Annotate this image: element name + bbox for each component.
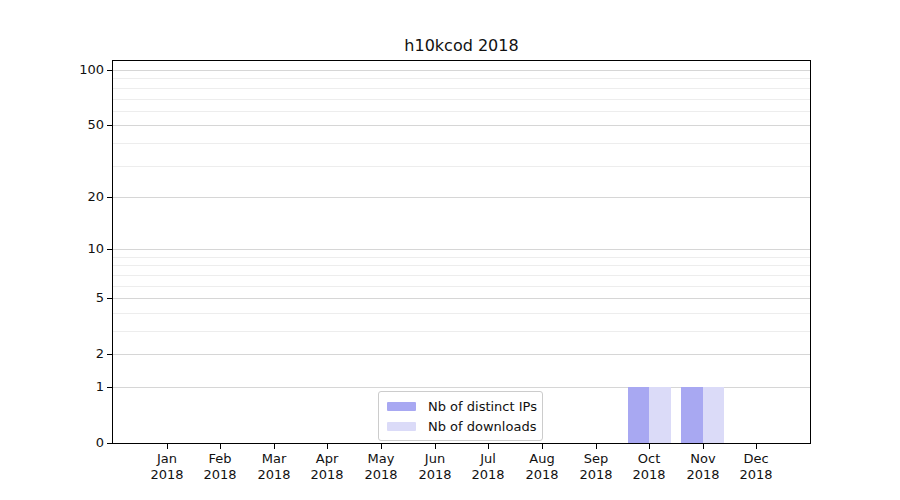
y-gridline-minor-4 [113, 313, 810, 314]
y-tick-label-10: 10 [59, 241, 104, 257]
x-tick-mark-apr [327, 444, 328, 449]
y-gridline-minor-3 [113, 331, 810, 332]
y-tick-mark-0 [107, 443, 112, 444]
x-tick-label-apr: Apr 2018 [299, 451, 355, 483]
x-tick-label-jul: Jul 2018 [460, 451, 516, 483]
y-tick-mark-10 [107, 249, 112, 250]
x-tick-label-mar: Mar 2018 [246, 451, 302, 483]
x-tick-mark-dec [756, 444, 757, 449]
chart-title: h10kcod 2018 [112, 36, 811, 55]
x-tick-mark-sep [596, 444, 597, 449]
legend-label-nb-of-distinct-ips: Nb of distinct IPs [428, 399, 537, 414]
y-tick-mark-2 [107, 354, 112, 355]
y-tick-label-1: 1 [59, 379, 104, 395]
x-tick-mark-nov [703, 444, 704, 449]
y-tick-mark-20 [107, 197, 112, 198]
y-gridline-minor-30 [113, 166, 810, 167]
y-gridline-minor-90 [113, 78, 810, 79]
legend-item-nb-of-distinct-ips: Nb of distinct IPs [387, 396, 534, 416]
y-tick-label-5: 5 [59, 290, 104, 306]
y-gridline-minor-70 [113, 99, 810, 100]
x-tick-mark-feb [220, 444, 221, 449]
bar-nb-of-distinct-ips-nov [681, 387, 703, 443]
legend: Nb of distinct IPs Nb of downloads [378, 391, 543, 441]
x-tick-label-aug: Aug 2018 [514, 451, 570, 483]
bar-nb-of-downloads-oct [649, 387, 671, 443]
y-gridline-5 [113, 298, 810, 299]
y-gridline-minor-7 [113, 275, 810, 276]
y-tick-label-50: 50 [59, 117, 104, 133]
y-tick-label-100: 100 [59, 62, 104, 78]
y-tick-label-20: 20 [59, 189, 104, 205]
y-tick-mark-5 [107, 298, 112, 299]
y-gridline-minor-9 [113, 257, 810, 258]
y-gridline-minor-40 [113, 143, 810, 144]
plot-area [112, 60, 811, 444]
x-tick-mark-may [381, 444, 382, 449]
x-tick-label-feb: Feb 2018 [192, 451, 248, 483]
bar-nb-of-downloads-nov [703, 387, 725, 443]
legend-label-nb-of-downloads: Nb of downloads [428, 419, 536, 434]
y-gridline-minor-6 [113, 286, 810, 287]
x-tick-mark-aug [542, 444, 543, 449]
y-tick-label-2: 2 [59, 346, 104, 362]
x-tick-label-sep: Sep 2018 [568, 451, 624, 483]
y-tick-mark-1 [107, 387, 112, 388]
y-gridline-minor-8 [113, 265, 810, 266]
x-tick-mark-jan [167, 444, 168, 449]
x-tick-label-nov: Nov 2018 [675, 451, 731, 483]
x-tick-label-may: May 2018 [353, 451, 409, 483]
x-tick-label-dec: Dec 2018 [728, 451, 784, 483]
y-gridline-50 [113, 125, 810, 126]
x-tick-mark-jun [435, 444, 436, 449]
x-tick-label-oct: Oct 2018 [621, 451, 677, 483]
chart-figure: h10kcod 2018 Nb of distinct IPs Nb of dow… [0, 0, 900, 500]
legend-swatch-nb-of-downloads [387, 422, 416, 431]
legend-swatch-nb-of-distinct-ips [387, 402, 416, 411]
y-gridline-minor-60 [113, 111, 810, 112]
bar-nb-of-distinct-ips-oct [628, 387, 650, 443]
y-gridline-10 [113, 249, 810, 250]
y-gridline-minor-80 [113, 88, 810, 89]
y-gridline-100 [113, 70, 810, 71]
y-tick-label-0: 0 [59, 435, 104, 451]
x-tick-mark-jul [488, 444, 489, 449]
y-tick-mark-100 [107, 70, 112, 71]
x-tick-label-jun: Jun 2018 [407, 451, 463, 483]
x-tick-label-jan: Jan 2018 [139, 451, 195, 483]
x-tick-mark-oct [649, 444, 650, 449]
legend-item-nb-of-downloads: Nb of downloads [387, 416, 534, 436]
y-tick-mark-50 [107, 125, 112, 126]
x-tick-mark-mar [274, 444, 275, 449]
y-gridline-2 [113, 354, 810, 355]
y-gridline-20 [113, 197, 810, 198]
